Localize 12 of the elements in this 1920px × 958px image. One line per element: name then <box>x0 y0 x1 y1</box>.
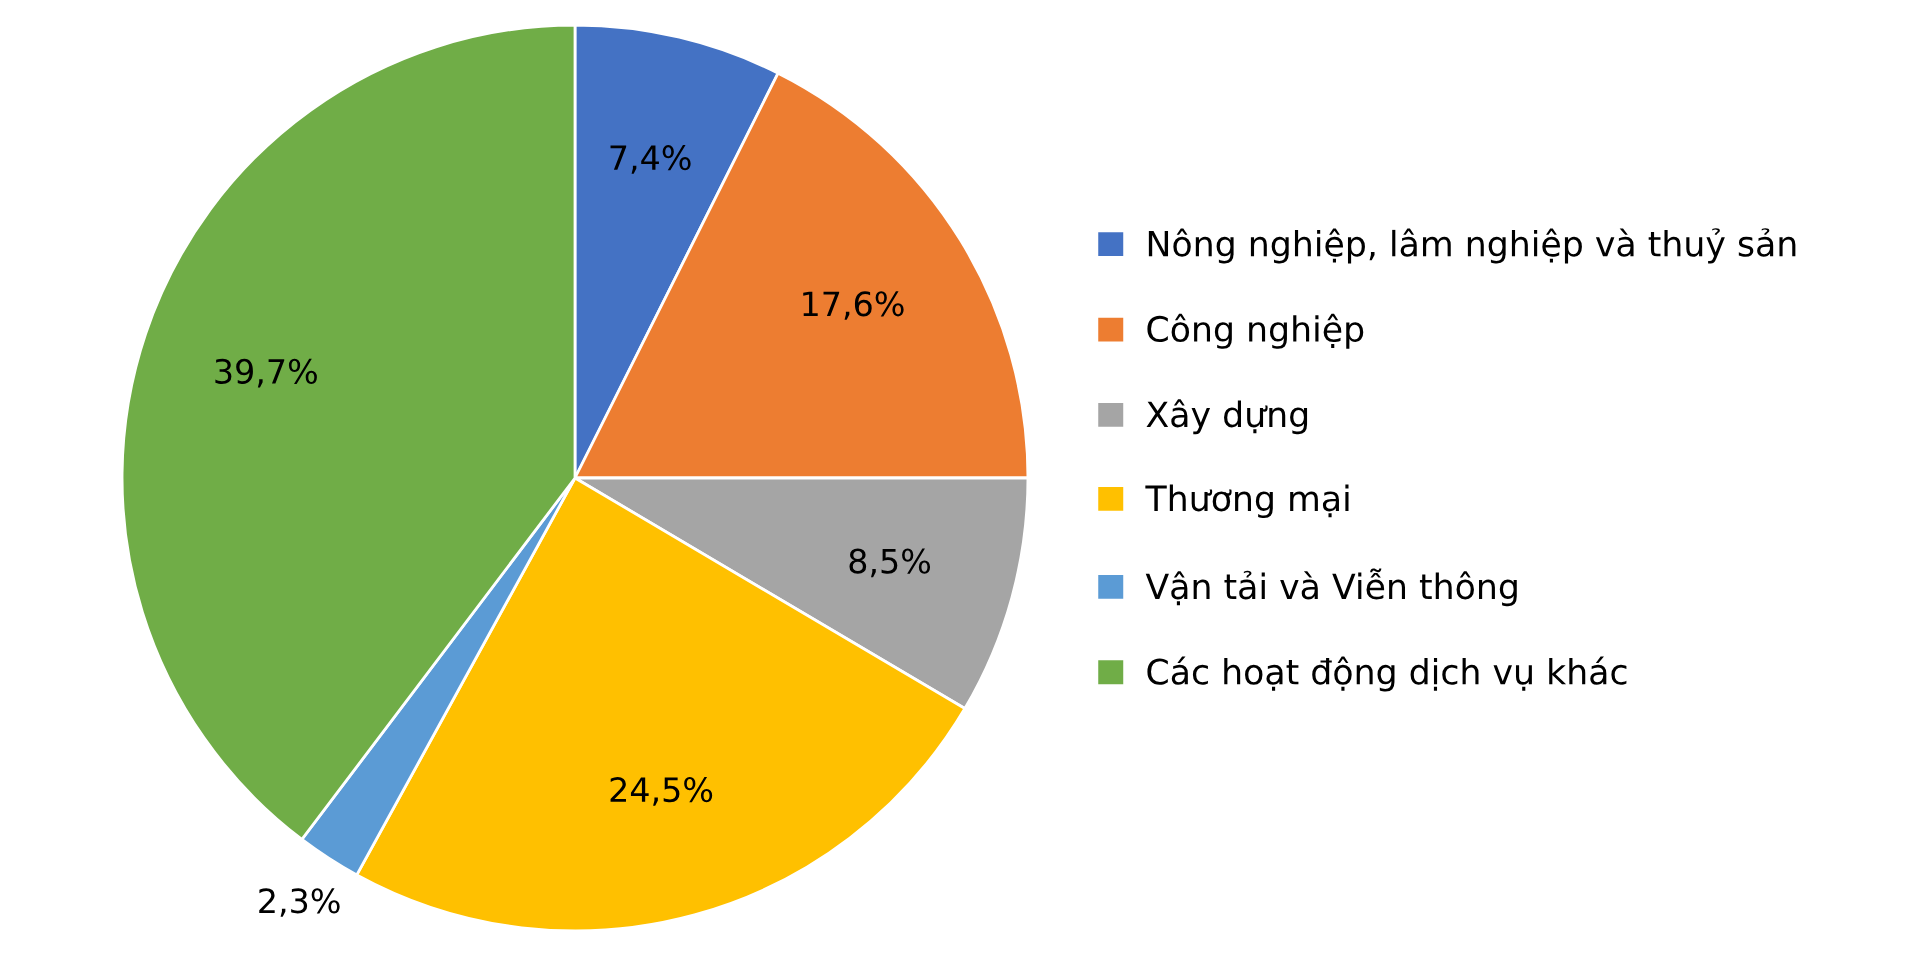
legend-label: Nông nghiệp, lâm nghiệp và thuỷ sản <box>1148 228 1796 264</box>
legend-label: Công nghiệp <box>1147 313 1364 349</box>
legend-label: Vận tải và Viễn thông <box>1145 568 1517 607</box>
legend-label: Các hoạt động dịch vụ khác <box>1147 656 1627 692</box>
data-label: 24,5% <box>610 777 713 806</box>
legend-label: Thương mại <box>1145 484 1349 519</box>
legend-label: Xây dựng <box>1146 399 1308 435</box>
data-label: 17,6% <box>803 291 904 320</box>
data-label: 7,4% <box>610 145 691 174</box>
data-label: 8,5% <box>849 548 931 578</box>
data-label: 39,7% <box>215 358 317 388</box>
data-label: 2,3% <box>259 888 340 917</box>
